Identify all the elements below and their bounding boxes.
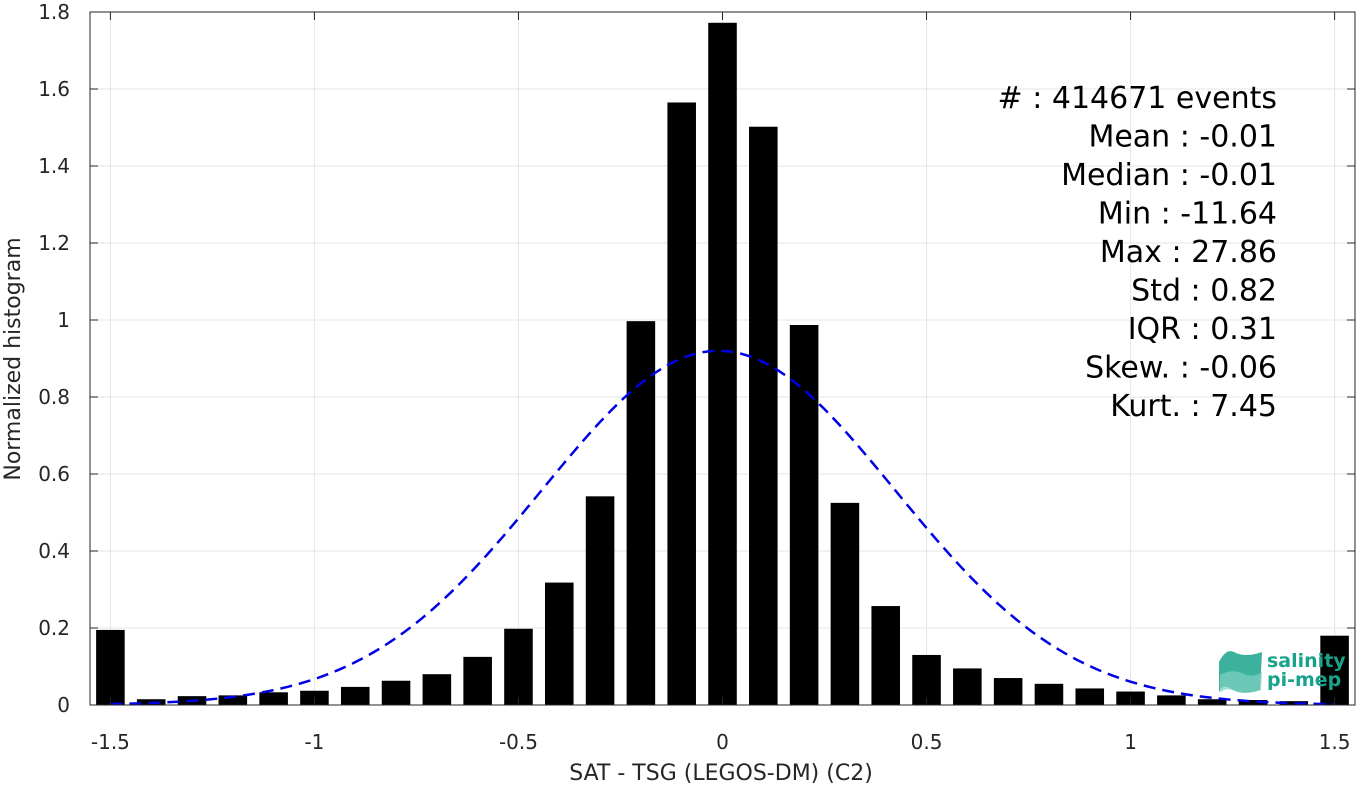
stat-line: # : 414671 events <box>998 81 1277 116</box>
histogram-bar <box>708 22 737 705</box>
histogram-bar <box>953 668 982 705</box>
histogram-bar <box>1034 683 1064 705</box>
ticks-layer: -1.5 -1 -0.5 0 0.5 1 1.5 0 0.2 0.4 0.6 0.8 1 1.2 1.4 1.… <box>38 0 1355 754</box>
y-tick-label: 0.6 <box>38 462 70 486</box>
stat-line: IQR : 0.31 <box>1128 312 1277 347</box>
x-tick-label: 1 <box>1124 730 1137 754</box>
histogram-bar <box>871 606 901 705</box>
x-tick-label: 0.5 <box>911 730 943 754</box>
x-tick-label: 0 <box>716 730 729 754</box>
histogram-bar <box>544 582 574 705</box>
logo-line-2: pi-mep <box>1267 669 1341 691</box>
x-tick-label: -1 <box>304 730 324 754</box>
x-tick-label: -1.5 <box>91 730 130 754</box>
stat-line: Kurt. : 7.45 <box>1110 389 1277 424</box>
histogram-bar <box>749 126 778 706</box>
y-tick-label: 1.6 <box>38 77 70 101</box>
stat-line: Max : 27.86 <box>1100 235 1277 270</box>
histogram-bar <box>667 102 696 706</box>
histogram-bar <box>463 656 492 705</box>
stat-line: Skew. : -0.06 <box>1085 351 1277 386</box>
histogram-bar <box>1197 699 1227 705</box>
x-tick-label: 1.5 <box>1319 730 1351 754</box>
x-tick-label: -0.5 <box>499 730 538 754</box>
histogram-bar <box>1157 695 1186 705</box>
y-tick-label: 0.8 <box>38 385 70 409</box>
logo-line-1: salinity <box>1267 650 1346 672</box>
histogram-bar <box>218 695 248 705</box>
histogram-bar <box>789 325 819 705</box>
y-tick-label: 1 <box>57 308 70 332</box>
fit-curve-layer <box>110 349 1335 706</box>
histogram-bar <box>1279 701 1309 705</box>
histogram-bar <box>96 629 125 705</box>
histogram-bar <box>626 321 656 705</box>
wave-icon <box>1219 651 1262 693</box>
y-tick-label: 1.2 <box>38 231 70 255</box>
y-tick-label: 0.2 <box>38 616 70 640</box>
stat-line: Median : -0.01 <box>1061 158 1277 193</box>
stat-line: Std : 0.82 <box>1131 274 1277 309</box>
histogram-bar <box>1075 688 1105 705</box>
histogram-bar <box>381 680 411 705</box>
y-tick-label: 0 <box>57 693 70 717</box>
y-tick-label: 1.4 <box>38 154 70 178</box>
stat-line: Mean : -0.01 <box>1088 120 1277 155</box>
histogram-bar <box>422 674 452 705</box>
histogram-bar <box>585 496 615 705</box>
y-axis-title: Normalized histogram <box>1 237 26 480</box>
histogram-bar <box>340 686 370 705</box>
histogram-bar <box>1320 635 1349 705</box>
y-tick-label: 0.4 <box>38 539 70 563</box>
histogram-bar <box>912 654 941 705</box>
stat-line: Min : -11.64 <box>1098 197 1277 232</box>
salinity-pi-mep-logo: salinity pi-mep <box>1219 650 1346 693</box>
x-axis-title: SAT - TSG (LEGOS-DM) (C2) <box>569 761 873 785</box>
histogram-bar <box>259 692 288 705</box>
histogram-bar <box>1238 699 1268 705</box>
histogram-bar <box>830 502 860 705</box>
histogram-bar <box>993 678 1023 705</box>
histogram-bar <box>504 628 533 705</box>
y-tick-label: 1.8 <box>38 0 70 24</box>
normal-fit-curve <box>110 349 1335 706</box>
